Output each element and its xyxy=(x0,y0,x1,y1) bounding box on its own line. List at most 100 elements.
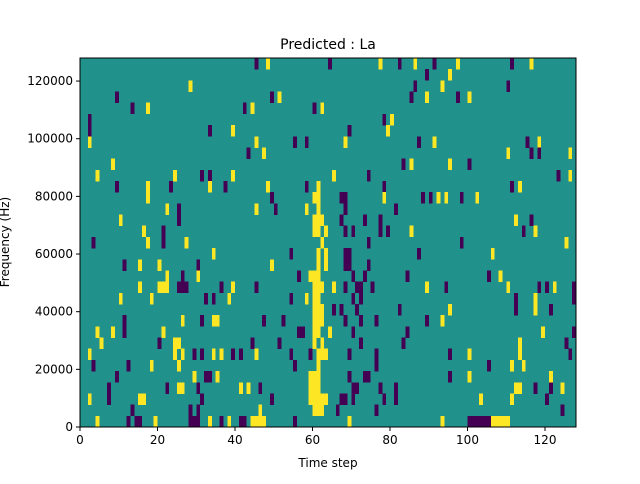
heatmap-background xyxy=(80,58,576,427)
heatmap-cell xyxy=(219,415,224,428)
heatmap-cell xyxy=(316,359,321,372)
heatmap-cell xyxy=(196,270,201,282)
heatmap-cell xyxy=(467,371,472,383)
heatmap-cell xyxy=(378,214,383,227)
heatmap-cell xyxy=(552,281,557,294)
heatmap-cell xyxy=(347,125,352,137)
heatmap-cell xyxy=(176,281,189,294)
heatmap-cell xyxy=(266,181,270,193)
heatmap-cell xyxy=(254,136,259,148)
heatmap-cell xyxy=(200,393,204,405)
heatmap-cell xyxy=(560,404,565,417)
heatmap-cell xyxy=(304,181,309,193)
heatmap-cell xyxy=(378,382,383,394)
heatmap-cell xyxy=(250,337,255,350)
heatmap-cell xyxy=(339,192,348,204)
heatmap-cell xyxy=(382,181,387,193)
heatmap-cell xyxy=(347,371,352,383)
heatmap-cell xyxy=(157,337,162,350)
heatmap-cell xyxy=(324,225,328,238)
heatmap-cell xyxy=(91,236,96,249)
heatmap-cell xyxy=(107,382,111,394)
heatmap-cell xyxy=(510,58,514,70)
heatmap-cell xyxy=(200,348,204,361)
heatmap-cell xyxy=(180,315,185,327)
heatmap-cell xyxy=(568,348,573,361)
heatmap-cell xyxy=(537,136,542,148)
heatmap-cell xyxy=(254,281,259,294)
heatmap-cell xyxy=(227,415,232,428)
heatmap-cell xyxy=(204,292,208,305)
heatmap-cell xyxy=(173,337,181,350)
heatmap-cell xyxy=(134,415,142,428)
heatmap-cell xyxy=(269,259,274,271)
heatmap-cell xyxy=(161,225,166,238)
heatmap-cell xyxy=(506,281,511,294)
x-tick-label: 40 xyxy=(227,433,242,447)
heatmap-cell xyxy=(273,203,278,215)
heatmap-cell xyxy=(424,91,429,104)
heatmap-cell xyxy=(145,181,150,193)
heatmap-cell xyxy=(312,214,325,227)
heatmap-cell xyxy=(409,158,414,171)
heatmap-cell xyxy=(486,270,491,282)
heatmap-cell xyxy=(351,270,356,282)
heatmap-cell xyxy=(498,270,503,282)
heatmap-cell xyxy=(455,91,460,104)
heatmap-cell xyxy=(122,259,127,271)
heatmap-cell xyxy=(424,315,429,327)
heatmap-cell xyxy=(165,270,170,282)
heatmap-cell xyxy=(455,58,460,70)
heatmap-cell xyxy=(378,225,383,238)
heatmap-cell xyxy=(293,415,297,428)
heatmap-cell xyxy=(459,192,464,204)
heatmap-cell xyxy=(254,348,259,361)
heatmap-cell xyxy=(157,259,162,271)
heatmap-cell xyxy=(258,382,263,394)
heatmap-cell xyxy=(448,371,452,383)
heatmap-cell xyxy=(231,348,235,361)
heatmap-cell xyxy=(188,415,201,428)
heatmap-cell xyxy=(316,203,321,215)
heatmap-cell xyxy=(347,348,352,361)
heatmap-cell xyxy=(262,315,266,327)
heatmap-cell xyxy=(266,58,270,70)
heatmap-cell xyxy=(142,225,146,238)
x-tick-label: 0 xyxy=(76,433,84,447)
heatmap-cell xyxy=(331,304,336,316)
heatmap-cell xyxy=(211,348,216,361)
heatmap-cell xyxy=(200,315,204,327)
heatmap-cell xyxy=(312,225,321,238)
heatmap-cell xyxy=(401,158,406,171)
x-tick-label: 20 xyxy=(150,433,165,447)
heatmap-cell xyxy=(184,236,189,249)
heatmap-cell xyxy=(308,382,321,394)
heatmap-cell xyxy=(417,136,421,148)
heatmap-cell xyxy=(223,181,228,193)
heatmap-cell xyxy=(514,214,518,227)
heatmap-cell xyxy=(382,393,387,405)
heatmap-cell xyxy=(359,315,363,327)
heatmap-cell xyxy=(374,359,379,372)
heatmap-cell xyxy=(386,125,390,137)
heatmap-cell xyxy=(467,91,472,104)
heatmap-cell xyxy=(138,281,142,294)
heatmap-cell xyxy=(448,348,452,361)
heatmap-cell xyxy=(424,281,429,294)
heatmap-cell xyxy=(227,292,232,305)
heatmap-cell xyxy=(366,169,371,182)
heatmap-cell xyxy=(95,169,100,182)
heatmap-cell xyxy=(196,259,201,271)
heatmap-cell xyxy=(207,415,212,428)
heatmap-cell xyxy=(250,415,266,428)
heatmap-cell xyxy=(122,326,127,338)
heatmap-cell xyxy=(343,259,352,271)
heatmap-cell xyxy=(254,203,259,215)
heatmap-cell xyxy=(207,181,212,193)
heatmap-cell xyxy=(506,80,511,92)
heatmap-cell xyxy=(145,102,150,115)
heatmap-cell xyxy=(231,281,235,294)
heatmap-cell xyxy=(533,292,538,305)
heatmap-cell xyxy=(355,281,363,294)
x-tick-label: 80 xyxy=(382,433,397,447)
